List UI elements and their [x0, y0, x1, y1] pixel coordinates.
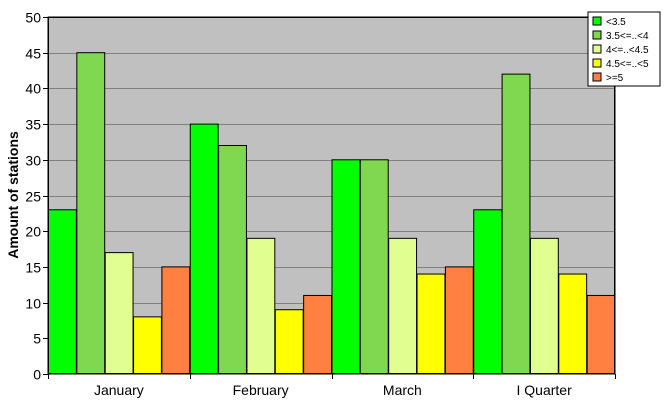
y-tick-label: 25: [25, 189, 41, 205]
bar-1-1: [218, 145, 247, 375]
x-tick-label: March: [383, 382, 422, 398]
bar-2-1: [359, 159, 389, 375]
bar-3-2: [529, 237, 559, 375]
y-tick-label: 5: [33, 331, 41, 347]
y-tick-label: 20: [25, 224, 41, 240]
y-tick-label: 30: [25, 153, 41, 169]
bar-3-0: [473, 209, 503, 375]
legend: <3.5 3.5<=..<4 4<=..<4.5 4.5<=..<5 >=5: [587, 11, 661, 87]
legend-swatch: [592, 58, 602, 68]
bar-2-0: [331, 159, 361, 375]
y-tick-label: 50: [25, 10, 41, 26]
y-tick-label: 45: [25, 46, 41, 62]
bar-2-2: [388, 237, 418, 375]
legend-label: 3.5<=..<4: [606, 31, 649, 42]
bar-2-3: [416, 273, 446, 375]
y-tick-label: 35: [25, 117, 41, 133]
y-tick-label: 40: [25, 81, 41, 97]
x-tick-label: I Quarter: [517, 382, 573, 398]
y-tick-label: 15: [25, 260, 41, 276]
axes: 0 5 10 15 20 25 30 35 40 45 50 January February March…: [25, 10, 616, 398]
legend-swatch: [592, 72, 602, 82]
bar-0-3: [133, 316, 162, 375]
bar-0-1: [76, 52, 106, 375]
bar-1-4: [303, 294, 332, 375]
x-tick-label: February: [233, 382, 289, 398]
bar-1-0: [189, 123, 219, 375]
legend-swatch: [592, 30, 602, 40]
bar-0-0: [48, 209, 77, 375]
bar-3-4: [586, 294, 616, 375]
legend-swatch: [592, 16, 602, 26]
y-tick-label: 10: [25, 296, 41, 312]
legend-label: >=5: [606, 73, 624, 84]
bars: [48, 52, 616, 375]
legend-label: 4<=..<4.5: [606, 45, 649, 56]
x-tick-label: January: [94, 382, 144, 398]
plot-border: [48, 17, 615, 374]
bar-0-2: [104, 252, 134, 375]
y-tick-label: 0: [33, 367, 41, 383]
y-axis-label: Amount of stations: [5, 131, 21, 259]
bar-3-3: [558, 273, 588, 375]
bar-3-1: [501, 73, 531, 375]
legend-swatch: [592, 44, 602, 54]
bar-1-2: [246, 237, 276, 375]
legend-label: 4.5<=..<5: [606, 59, 649, 70]
legend-label: <3.5: [606, 17, 626, 28]
bar-2-4: [444, 266, 474, 375]
bar-0-4: [161, 266, 191, 375]
bar-1-3: [274, 309, 304, 375]
